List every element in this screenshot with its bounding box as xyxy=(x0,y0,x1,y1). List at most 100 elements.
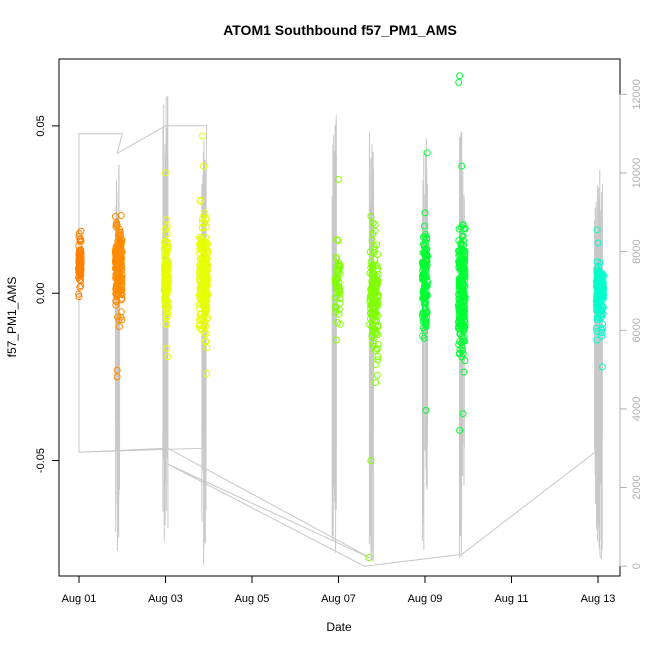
data-point xyxy=(75,253,83,261)
data-point xyxy=(367,258,375,266)
series-4 xyxy=(331,176,344,344)
data-point xyxy=(461,323,468,331)
data-point-outlier xyxy=(593,226,601,234)
data-point xyxy=(113,282,121,290)
data-point xyxy=(201,251,209,259)
data-point xyxy=(76,283,84,291)
y2-tick-label-5: 10000 xyxy=(631,158,643,189)
secondary-path-line xyxy=(78,125,601,567)
data-point-outlier xyxy=(162,216,170,224)
data-point xyxy=(115,230,123,238)
data-point xyxy=(456,346,464,353)
data-point-outlier xyxy=(421,209,429,217)
data-point xyxy=(112,301,120,309)
data-point-outlier xyxy=(423,149,431,157)
data-point xyxy=(162,274,170,282)
data-point xyxy=(598,329,606,337)
data-point xyxy=(460,237,468,245)
data-point xyxy=(197,196,205,204)
data-point xyxy=(458,277,466,284)
series-0 xyxy=(75,227,85,301)
y-tick-label-2: 0.05 xyxy=(35,115,47,136)
data-point-outlier xyxy=(365,554,373,562)
data-point xyxy=(419,274,427,282)
data-point xyxy=(198,311,205,318)
data-point xyxy=(331,304,339,312)
data-point xyxy=(197,285,205,293)
data-point xyxy=(456,250,464,258)
data-point xyxy=(113,293,121,301)
data-point-outlier xyxy=(198,132,206,140)
data-point xyxy=(421,326,429,334)
series-3 xyxy=(195,132,212,378)
data-point xyxy=(374,353,382,361)
data-point xyxy=(334,261,342,269)
data-point xyxy=(117,261,125,269)
data-point xyxy=(456,310,463,318)
data-point xyxy=(373,371,381,379)
data-point xyxy=(456,338,464,346)
data-point xyxy=(366,295,374,303)
y-tick-label-0: -0.05 xyxy=(35,448,47,473)
data-point xyxy=(368,281,376,289)
data-point xyxy=(593,280,601,288)
data-point xyxy=(162,240,170,248)
data-point xyxy=(423,282,431,290)
data-point xyxy=(458,233,466,241)
data-point xyxy=(421,249,429,257)
data-point xyxy=(200,317,208,324)
y2-tick-label-1: 2000 xyxy=(631,475,643,499)
data-point xyxy=(163,344,171,352)
series-6 xyxy=(418,149,432,414)
x-tick-label-1: Aug 03 xyxy=(148,593,183,605)
data-point xyxy=(161,261,169,269)
x-tick-label-6: Aug 13 xyxy=(581,593,616,605)
data-point xyxy=(459,269,467,277)
data-point xyxy=(461,225,469,233)
data-point xyxy=(163,230,171,238)
data-point xyxy=(196,295,204,303)
data-point xyxy=(196,197,204,205)
data-point xyxy=(117,212,125,219)
data-point xyxy=(419,318,427,325)
data-point xyxy=(161,295,169,303)
data-point xyxy=(419,270,427,278)
x-tick-label-0: Aug 01 xyxy=(62,593,97,605)
data-point xyxy=(202,322,210,330)
data-point-outlier xyxy=(164,353,172,361)
series-7 xyxy=(454,72,469,434)
series-9 xyxy=(592,239,602,344)
data-point xyxy=(162,320,170,328)
data-point xyxy=(422,304,429,312)
data-point xyxy=(456,308,464,316)
data-point-outlier xyxy=(333,236,341,244)
data-point xyxy=(117,308,125,316)
data-point-outlier xyxy=(367,212,375,220)
x-axis: Aug 01 Aug 03 Aug 05 Aug 07 Aug 09 Aug 11 Aug … xyxy=(62,575,616,605)
data-point xyxy=(160,284,168,292)
data-point xyxy=(593,327,601,335)
data-point xyxy=(112,297,120,305)
data-point xyxy=(459,256,467,264)
data-point xyxy=(202,338,210,346)
data-point xyxy=(164,285,172,293)
data-point xyxy=(459,293,467,301)
data-point xyxy=(593,283,600,290)
data-point xyxy=(374,340,382,348)
data-point xyxy=(461,265,469,273)
data-point xyxy=(75,272,83,280)
secondary-burst-8 xyxy=(594,196,600,531)
data-point xyxy=(164,305,172,313)
data-point xyxy=(373,345,381,353)
data-point xyxy=(200,303,208,311)
data-point-outlier xyxy=(75,232,83,240)
data-point xyxy=(374,356,382,364)
data-point xyxy=(366,298,374,306)
data-point xyxy=(420,296,428,304)
data-point xyxy=(592,297,600,305)
data-point xyxy=(593,313,601,321)
data-point xyxy=(116,323,123,330)
data-point xyxy=(366,321,374,328)
data-point-outlier xyxy=(75,293,83,301)
